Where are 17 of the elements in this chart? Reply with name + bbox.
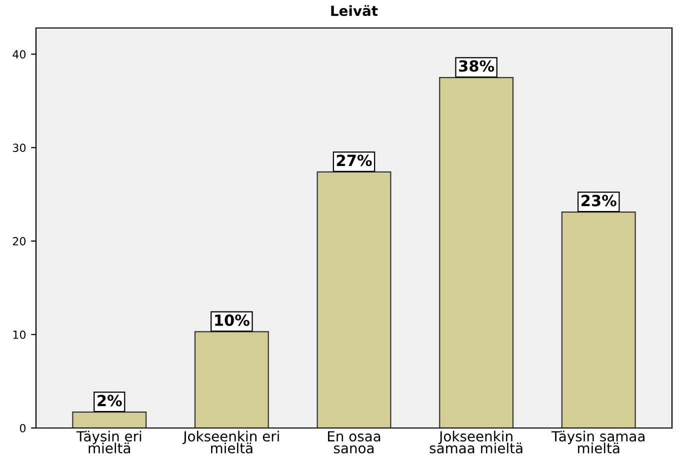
y-tick-label: 10 xyxy=(13,330,26,339)
bar xyxy=(72,412,147,428)
y-tick-label: 40 xyxy=(12,50,26,59)
x-tick-label: Jokseenkin eri mieltä xyxy=(182,430,279,454)
data-label: 2% xyxy=(98,394,122,406)
data-label: 10% xyxy=(215,314,250,326)
x-tick-label: En osaa sanoa xyxy=(328,431,380,454)
y-tick-label: 20 xyxy=(12,237,26,246)
y-tick-label: 0 xyxy=(20,424,26,432)
x-tick-label: Täysin samaa mieltä xyxy=(551,430,644,454)
x-tick-label: Jokseenkin samaa mieltä xyxy=(430,430,522,454)
data-label: 23% xyxy=(582,194,616,206)
chart-title: Leivät xyxy=(331,5,378,16)
data-label: 38% xyxy=(459,60,494,72)
data-label: 27% xyxy=(336,154,372,166)
x-tick-label: Täysin eri mieltä xyxy=(76,430,142,454)
y-tick-label: 30 xyxy=(12,144,26,152)
